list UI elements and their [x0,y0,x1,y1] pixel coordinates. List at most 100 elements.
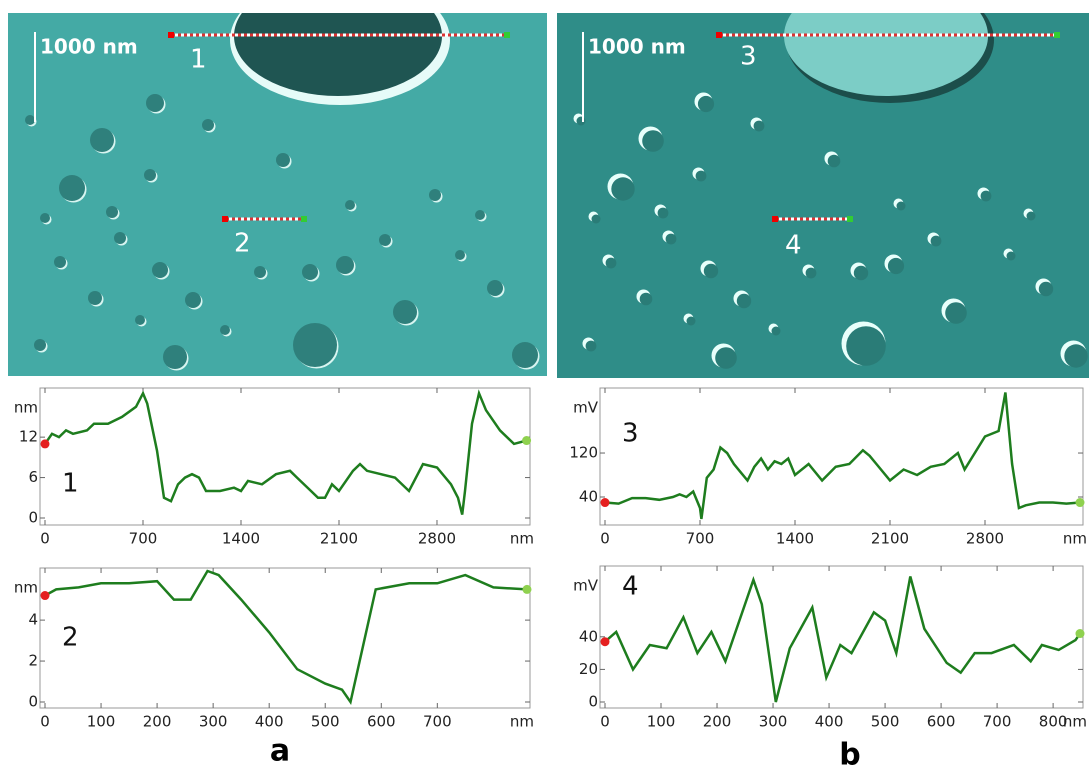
x-tick-label: 1400 [222,530,260,548]
pit [576,116,586,126]
start-marker [600,637,610,647]
pit [695,170,707,182]
x-unit: nm [510,713,534,731]
y-tick-label: 0 [28,693,38,711]
y-unit: mV [573,399,599,417]
y-tick-label: 2 [28,652,38,670]
pit [455,250,465,260]
x-tick-label: 500 [871,713,900,731]
x-tick-label: 700 [983,713,1012,731]
pit [429,189,441,201]
pit [54,256,66,268]
pit [90,128,114,152]
pit [40,213,50,223]
pit [106,206,118,218]
pit [639,292,653,306]
pit [846,326,886,366]
pit [1026,211,1036,221]
pit [487,280,503,296]
pit [896,201,906,211]
y-unit: nm [14,579,38,597]
pit [753,120,765,132]
end-marker [522,436,532,446]
pit [146,94,164,112]
plot-frame [39,387,531,526]
end-marker [1075,629,1085,639]
pit [185,292,201,308]
annotation: 2 [62,623,79,653]
y-tick-label: 40 [579,488,598,506]
pit [88,291,102,305]
pit [665,233,677,245]
pit [686,316,696,326]
profile-line [604,392,1081,520]
profile-label: 4 [785,231,802,261]
x-unit: nm [1063,713,1087,731]
y-unit: nm [14,399,38,417]
pit [379,234,391,246]
x-tick-label: 400 [815,713,844,731]
x-tick-label: 100 [87,713,116,731]
profile-label: 1 [190,45,207,75]
y-tick-label: 20 [579,660,598,678]
afm-image-b [557,13,1089,378]
pit [302,264,318,280]
end-marker [522,584,532,594]
start-marker [40,591,50,601]
end-marker [1075,498,1085,508]
panel-label: a [270,734,290,769]
x-tick-label: 0 [40,713,50,731]
x-tick-label: 2100 [871,530,909,548]
pit [254,266,266,278]
profile-label: 3 [740,42,757,72]
pit [657,207,669,219]
pit [293,323,337,367]
pit [887,257,905,275]
x-tick-label: 600 [927,713,956,731]
y-tick-label: 0 [588,693,598,711]
pit [980,190,992,202]
x-tick-label: 2800 [418,530,456,548]
pit [152,262,168,278]
x-tick-label: 300 [199,713,228,731]
pit [163,345,187,369]
x-tick-label: 700 [686,530,715,548]
start-marker [40,439,50,449]
y-unit: mV [573,577,599,595]
x-tick-label: 100 [647,713,676,731]
x-tick-label: 2100 [320,530,358,548]
scale-label: 1000 nm [40,35,138,59]
pit [703,263,719,279]
x-tick-label: 500 [311,713,340,731]
pit [34,339,46,351]
pit [512,342,538,368]
pit [585,340,597,352]
x-tick-label: 0 [600,713,610,731]
x-tick-label: 400 [255,713,284,731]
pit [135,315,145,325]
x-tick-label: 0 [600,530,610,548]
x-tick-label: 0 [40,530,50,548]
panel-label: b [839,738,860,771]
plot-frame [39,567,531,709]
annotation: 1 [62,468,79,498]
x-tick-label: 300 [759,713,788,731]
pit [1038,281,1054,297]
y-tick-label: 6 [28,468,38,486]
y-tick-label: 0 [28,509,38,527]
y-tick-label: 40 [579,627,598,645]
x-unit: nm [510,530,534,548]
x-tick-label: 700 [129,530,158,548]
pit [930,235,942,247]
y-tick-label: 120 [569,444,598,462]
pit [945,302,967,324]
pit [605,257,617,269]
pit [736,293,752,309]
start-marker [600,498,610,508]
pit [393,300,417,324]
pit [345,200,355,210]
pit [202,119,214,131]
pit [697,95,715,113]
profile-label: 2 [234,229,251,259]
pit [276,153,290,167]
